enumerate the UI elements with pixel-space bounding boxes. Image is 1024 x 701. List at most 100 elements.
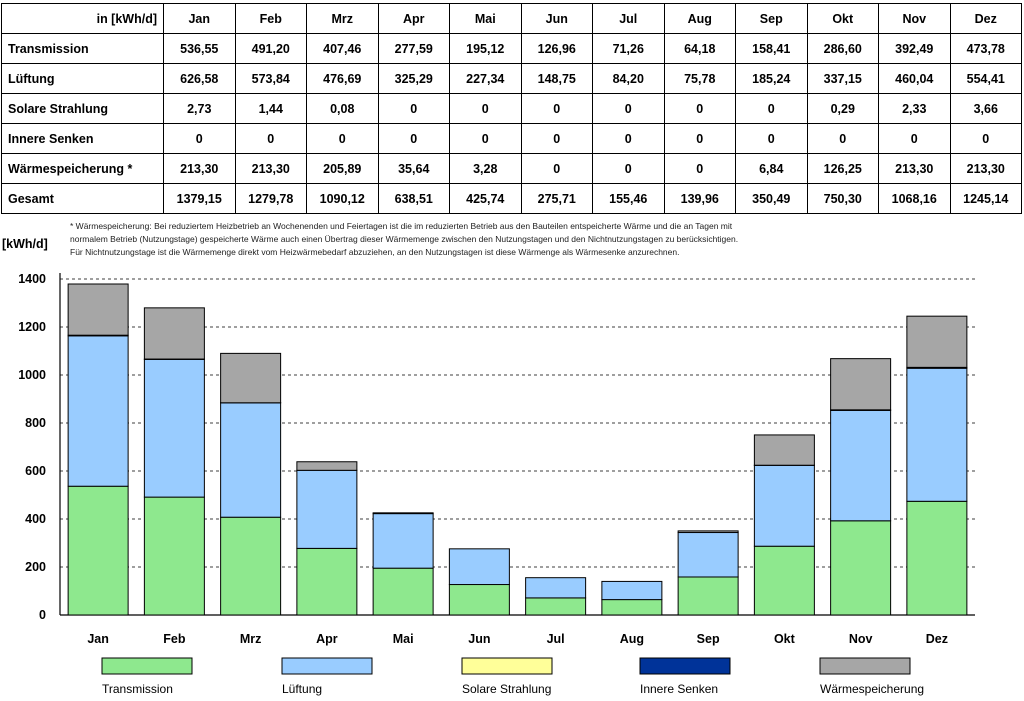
table-cell: 0 (163, 123, 236, 154)
bar-segment-w-rmespeicherung (753, 434, 815, 466)
legend-swatch (461, 657, 553, 675)
table-cell: 1245,14 (949, 183, 1022, 214)
table-cell: 0 (592, 153, 665, 184)
table-unit-header: in [kWh/d] (1, 3, 164, 34)
y-tick-label: 1000 (18, 368, 46, 382)
legend-label: Solare Strahlung (462, 682, 551, 696)
table-row: Wärmespeicherung * 213,30 213,30 205,89 35,6… (1, 153, 1022, 184)
x-tick-label: Nov (849, 632, 873, 646)
x-tick-label: Okt (774, 632, 796, 646)
bar-segment-w-rmespeicherung (906, 315, 968, 368)
stacked-bar-chart: [kWh/d] 0 200 400 600 800 1000 1200 1400 Jan Feb Mr… (2, 237, 975, 696)
table-cell: 0 (878, 123, 951, 154)
table-cell: 638,51 (377, 183, 450, 214)
footnote-line: normalem Betrieb (Nutzungstage) gespeich… (70, 234, 739, 244)
table-cell: 227,34 (449, 63, 522, 94)
table-cell: 75,78 (663, 63, 736, 94)
table-cell: 126,96 (520, 33, 593, 64)
table-cell: 491,20 (234, 33, 307, 64)
table-cell: 0,08 (306, 93, 379, 124)
table-cell: 0 (592, 123, 665, 154)
bar-segment-l-ftung (448, 548, 510, 586)
bar-segment-l-ftung (296, 469, 358, 549)
table-cell: 139,96 (663, 183, 736, 214)
table-cell: 84,20 (592, 63, 665, 94)
table-cell: 275,71 (520, 183, 593, 214)
y-tick-label: 400 (25, 512, 46, 526)
table-row: Lüftung 626,58 573,84 476,69 325,29 227,34 148… (1, 63, 1022, 94)
table-month-header: Mrz (306, 3, 379, 34)
legend-swatch (281, 657, 373, 675)
table-cell: 64,18 (663, 33, 736, 64)
legend-swatch (101, 657, 193, 675)
bar-segment-l-ftung (677, 532, 739, 578)
bar-segment-transmission (143, 496, 205, 616)
table-cell: 750,30 (806, 183, 879, 214)
table-cell: 148,75 (520, 63, 593, 94)
x-tick-label: Jul (547, 632, 565, 646)
table-cell: 1068,16 (878, 183, 951, 214)
table-cell: 350,49 (735, 183, 808, 214)
table-cell: 213,30 (163, 153, 236, 184)
bar-segment-transmission (296, 547, 358, 616)
table-month-header: Dez (949, 3, 1022, 34)
x-tick-label: Apr (316, 632, 338, 646)
bar-segment-w-rmespeicherung (220, 352, 282, 404)
table-month-header: Nov (878, 3, 951, 34)
bar-segment-l-ftung (601, 580, 663, 601)
bar-segment-w-rmespeicherung (372, 512, 434, 515)
table-month-header: Feb (234, 3, 307, 34)
x-tick-label: Jun (468, 632, 490, 646)
table-cell: 0 (234, 123, 307, 154)
bar-segment-l-ftung (67, 335, 129, 487)
table-cell: 626,58 (163, 63, 236, 94)
bar-segment-transmission (372, 567, 434, 616)
table-cell: 0 (520, 153, 593, 184)
table-cell: 407,46 (306, 33, 379, 64)
bar-segment-transmission (906, 500, 968, 616)
table-row: Solare Strahlung 2,73 1,44 0,08 0 0 0 0 0 0 0,29 2,… (1, 93, 1022, 124)
table-row-label: Gesamt (1, 183, 164, 214)
bar-segment-transmission (753, 545, 815, 616)
bar-segment-l-ftung (753, 464, 815, 547)
bar-segment-w-rmespeicherung (677, 530, 739, 534)
bar-segment-w-rmespeicherung (830, 358, 892, 411)
x-tick-label: Dez (926, 632, 948, 646)
table-cell: 158,41 (735, 33, 808, 64)
legend-label: Lüftung (282, 682, 322, 696)
table-cell: 0 (306, 123, 379, 154)
bar-segment-l-ftung (525, 577, 587, 599)
data-table: in [kWh/d] Jan Feb Mrz Apr Mai Jun Jul Aug Sep Okt… (1, 3, 1022, 214)
table-row-label: Transmission (1, 33, 164, 64)
bar-segment-transmission (601, 599, 663, 616)
table-cell: 0 (449, 123, 522, 154)
x-tick-label: Aug (620, 632, 644, 646)
table-row-label: Solare Strahlung (1, 93, 164, 124)
table-month-header: Apr (377, 3, 450, 34)
table-cell: 536,55 (163, 33, 236, 64)
table-cell: 0,29 (806, 93, 879, 124)
legend-swatch (819, 657, 911, 675)
y-tick-label: 0 (39, 608, 46, 622)
table-cell: 2,33 (878, 93, 951, 124)
table-cell: 0 (735, 123, 808, 154)
table-cell: 573,84 (234, 63, 307, 94)
table-cell: 0 (520, 123, 593, 154)
bar-segment-transmission (448, 584, 510, 616)
bar-segment-w-rmespeicherung (143, 307, 205, 360)
table-cell: 554,41 (949, 63, 1022, 94)
table-cell: 0 (806, 123, 879, 154)
table-cell: 1279,78 (234, 183, 307, 214)
bar-segment-transmission (220, 516, 282, 616)
y-tick-label: 200 (25, 560, 46, 574)
y-tick-label: 600 (25, 464, 46, 478)
y-tick-label: 1200 (18, 320, 46, 334)
bar-segment-transmission (525, 597, 587, 616)
table-row: Innere Senken 0 0 0 0 0 0 0 0 0 0 0 0 (1, 123, 1022, 154)
table-cell: 205,89 (306, 153, 379, 184)
legend-swatch (639, 657, 731, 675)
x-tick-label: Jan (87, 632, 109, 646)
table-cell: 277,59 (377, 33, 450, 64)
x-tick-label: Mrz (240, 632, 262, 646)
table-cell: 325,29 (377, 63, 450, 94)
